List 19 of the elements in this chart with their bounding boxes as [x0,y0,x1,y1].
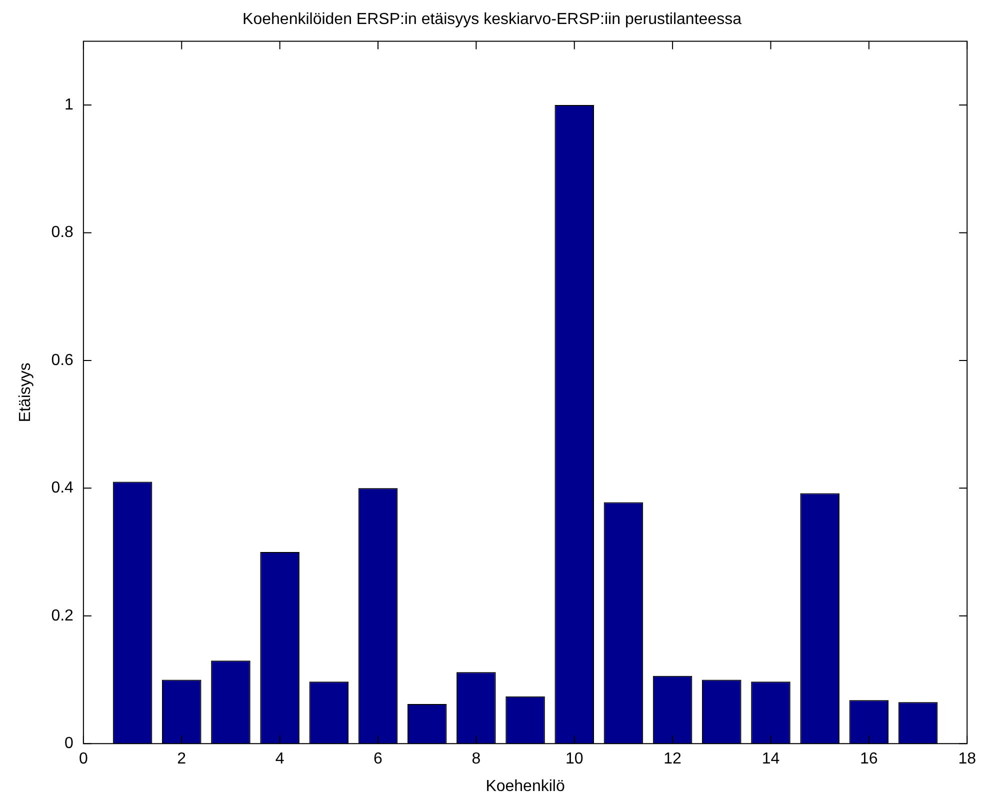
y-axis-title: Etäisyys [17,362,34,422]
x-tick-label: 0 [78,750,88,768]
x-tick-label: 10 [565,750,584,768]
x-tick-label: 4 [275,750,284,768]
chart-title: Koehenkilöiden ERSP:in etäisyys keskiarvo-ERSP:iin perustilanteessa [242,11,742,28]
x-axis-title: Koehenkilö [486,778,565,795]
x-tick-label: 14 [762,750,780,768]
x-tick-label: 6 [374,750,383,768]
x-tick-label: 18 [958,750,976,768]
y-tick-label: 0.6 [51,352,74,369]
y-tick-label: 0.8 [51,224,74,242]
x-tick-label: 2 [177,750,186,768]
x-tick-label: 8 [472,750,481,768]
y-tick-label: 0 [64,735,74,752]
y-tick-label: 0.2 [51,607,74,624]
y-tick-label: 1 [64,96,74,114]
y-tick-label: 0.4 [51,480,74,497]
x-tick-label: 12 [664,750,682,768]
x-tick-label: 16 [860,750,878,768]
